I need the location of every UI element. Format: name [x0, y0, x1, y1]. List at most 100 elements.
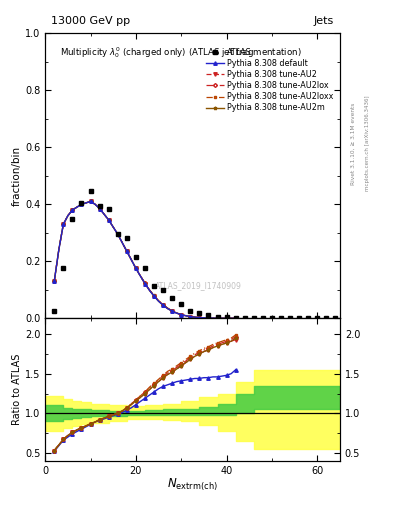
Pythia 8.308 default — [143, 281, 147, 287]
Pythia 8.308 tune-AU2m — [224, 315, 229, 322]
Pythia 8.308 tune-AU2lox — [102, 211, 107, 217]
Pythia 8.308 tune-AU2lox — [170, 308, 174, 314]
Pythia 8.308 tune-AU2lox — [174, 310, 179, 316]
Pythia 8.308 tune-AU2loxx — [116, 231, 120, 237]
Pythia 8.308 tune-AU2m — [211, 315, 215, 321]
ATLAS — [261, 315, 265, 322]
Pythia 8.308 tune-AU2 — [107, 217, 111, 223]
Pythia 8.308 default — [184, 313, 188, 319]
Pythia 8.308 tune-AU2loxx — [147, 287, 152, 293]
Line: Pythia 8.308 default: Pythia 8.308 default — [53, 200, 237, 320]
ATLAS — [188, 308, 193, 314]
Pythia 8.308 tune-AU2 — [75, 204, 79, 210]
Pythia 8.308 default — [138, 273, 143, 279]
ATLAS — [97, 203, 102, 209]
Pythia 8.308 tune-AU2m — [193, 314, 197, 320]
Pythia 8.308 tune-AU2 — [138, 273, 143, 279]
Text: Jets: Jets — [314, 16, 334, 26]
Pythia 8.308 tune-AU2m — [138, 273, 143, 279]
Pythia 8.308 tune-AU2lox — [193, 314, 197, 320]
Line: Pythia 8.308 tune-AU2: Pythia 8.308 tune-AU2 — [53, 200, 237, 320]
Pythia 8.308 default — [102, 211, 107, 217]
Pythia 8.308 tune-AU2lox — [97, 205, 102, 211]
Pythia 8.308 tune-AU2lox — [93, 201, 97, 207]
Pythia 8.308 default — [152, 293, 156, 299]
Pythia 8.308 tune-AU2 — [211, 315, 215, 321]
Pythia 8.308 default — [161, 302, 165, 308]
Pythia 8.308 tune-AU2lox — [233, 315, 238, 322]
ATLAS — [107, 205, 111, 211]
Pythia 8.308 default — [233, 315, 238, 322]
Pythia 8.308 default — [70, 207, 75, 213]
Pythia 8.308 tune-AU2m — [152, 293, 156, 299]
Pythia 8.308 tune-AU2loxx — [93, 201, 97, 207]
Pythia 8.308 tune-AU2m — [184, 313, 188, 319]
Pythia 8.308 tune-AU2lox — [138, 273, 143, 279]
ATLAS — [197, 310, 202, 316]
Pythia 8.308 tune-AU2 — [197, 314, 202, 321]
ATLAS — [152, 283, 156, 289]
Pythia 8.308 tune-AU2lox — [202, 315, 206, 321]
Pythia 8.308 default — [75, 204, 79, 210]
Pythia 8.308 tune-AU2m — [215, 315, 220, 321]
Pythia 8.308 tune-AU2loxx — [111, 224, 116, 230]
ATLAS — [206, 312, 211, 318]
Pythia 8.308 tune-AU2loxx — [229, 315, 233, 322]
ATLAS — [297, 315, 301, 322]
Pythia 8.308 tune-AU2 — [215, 315, 220, 321]
Pythia 8.308 tune-AU2lox — [188, 313, 193, 319]
Pythia 8.308 tune-AU2m — [57, 247, 61, 253]
Pythia 8.308 tune-AU2loxx — [57, 247, 61, 253]
Pythia 8.308 default — [52, 278, 57, 284]
Pythia 8.308 tune-AU2m — [174, 310, 179, 316]
Pythia 8.308 default — [220, 315, 224, 322]
Pythia 8.308 tune-AU2m — [88, 198, 93, 204]
Pythia 8.308 tune-AU2 — [220, 315, 224, 322]
Pythia 8.308 tune-AU2m — [79, 201, 84, 207]
Pythia 8.308 tune-AU2m — [102, 211, 107, 217]
ATLAS — [252, 315, 256, 321]
Pythia 8.308 tune-AU2loxx — [52, 278, 57, 284]
Pythia 8.308 tune-AU2loxx — [188, 313, 193, 319]
Pythia 8.308 tune-AU2loxx — [84, 200, 88, 206]
Pythia 8.308 default — [215, 315, 220, 321]
Pythia 8.308 tune-AU2loxx — [211, 315, 215, 321]
Pythia 8.308 tune-AU2 — [224, 315, 229, 322]
ATLAS — [224, 314, 229, 321]
Pythia 8.308 tune-AU2m — [206, 315, 211, 321]
Line: ATLAS: ATLAS — [52, 189, 338, 321]
Pythia 8.308 tune-AU2loxx — [224, 315, 229, 322]
Pythia 8.308 tune-AU2m — [202, 315, 206, 321]
Pythia 8.308 tune-AU2lox — [220, 315, 224, 322]
Pythia 8.308 tune-AU2 — [70, 207, 75, 213]
Pythia 8.308 tune-AU2 — [102, 211, 107, 217]
Pythia 8.308 tune-AU2m — [229, 315, 233, 322]
Pythia 8.308 tune-AU2loxx — [138, 273, 143, 279]
Pythia 8.308 tune-AU2 — [143, 281, 147, 287]
ATLAS — [61, 265, 66, 271]
Pythia 8.308 tune-AU2 — [93, 201, 97, 207]
Pythia 8.308 tune-AU2loxx — [220, 315, 224, 322]
Pythia 8.308 default — [156, 298, 161, 304]
Pythia 8.308 tune-AU2m — [233, 315, 238, 322]
Pythia 8.308 tune-AU2lox — [107, 217, 111, 223]
ATLAS — [324, 315, 329, 322]
Pythia 8.308 tune-AU2lox — [156, 298, 161, 304]
Pythia 8.308 default — [84, 200, 88, 206]
Pythia 8.308 tune-AU2 — [125, 248, 129, 254]
Pythia 8.308 tune-AU2lox — [52, 278, 57, 284]
Pythia 8.308 tune-AU2lox — [197, 314, 202, 321]
Pythia 8.308 tune-AU2loxx — [184, 313, 188, 319]
Pythia 8.308 tune-AU2m — [129, 257, 134, 263]
Pythia 8.308 tune-AU2m — [70, 207, 75, 213]
Pythia 8.308 default — [134, 265, 138, 271]
Pythia 8.308 tune-AU2m — [156, 298, 161, 304]
Pythia 8.308 tune-AU2 — [116, 231, 120, 237]
Pythia 8.308 default — [107, 217, 111, 223]
ATLAS — [242, 315, 247, 321]
ATLAS — [116, 231, 120, 237]
Pythia 8.308 tune-AU2loxx — [206, 315, 211, 321]
Pythia 8.308 tune-AU2lox — [184, 313, 188, 319]
Pythia 8.308 tune-AU2loxx — [79, 201, 84, 207]
Pythia 8.308 tune-AU2loxx — [120, 240, 125, 246]
